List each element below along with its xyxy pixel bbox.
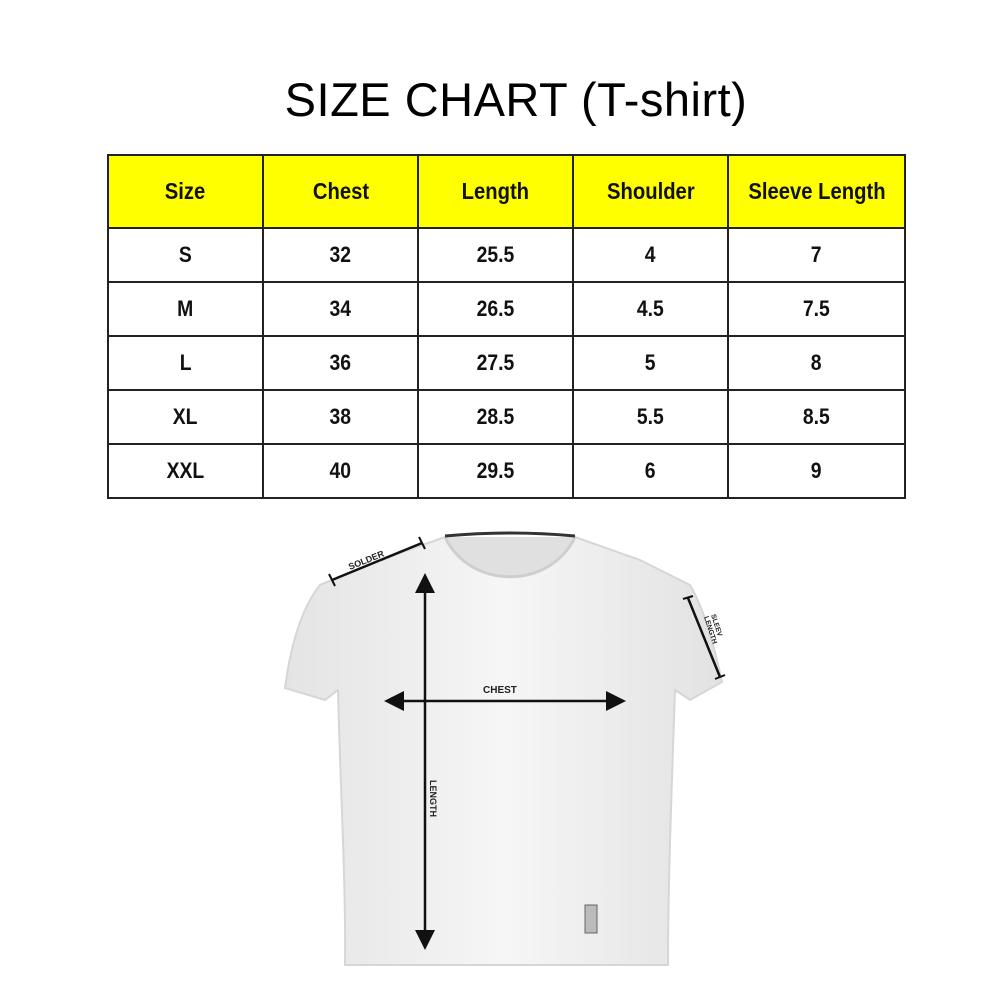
- cell-value: XL: [173, 404, 198, 429]
- cell-value: 4: [645, 242, 656, 267]
- table-cell-shoulder: 6: [572, 443, 729, 499]
- table-cell-size: XXL: [107, 443, 264, 499]
- table-cell-length: 26.5: [417, 281, 574, 337]
- table-cell-size: L: [107, 335, 264, 391]
- table-cell-chest: 32: [262, 227, 419, 283]
- cell-value: 4.5: [637, 296, 664, 321]
- table-row: XXL 40 29.5 6 9: [107, 443, 906, 499]
- cell-value: 26.5: [476, 296, 515, 321]
- cell-value: 38: [329, 404, 352, 429]
- cell-value: M: [177, 296, 194, 321]
- sleeve-end-cap: [714, 674, 726, 680]
- table-row: XL 38 28.5 5.5 8.5: [107, 389, 906, 445]
- table-cell-chest: 36: [262, 335, 419, 391]
- cell-value: 40: [329, 458, 352, 483]
- cell-value: L: [179, 350, 192, 375]
- header-size: Size: [107, 154, 264, 229]
- sleeve-end-cap: [682, 595, 694, 600]
- cell-value: 32: [329, 242, 352, 267]
- tshirt-tag: [584, 904, 598, 934]
- cell-value: XXL: [166, 458, 205, 483]
- table-cell-sleeve-length: 7: [727, 227, 906, 283]
- page-title: SIZE CHART (T-shirt): [284, 73, 748, 126]
- cell-value: 5.5: [637, 404, 664, 429]
- cell-value: S: [179, 242, 192, 267]
- cell-value: 7.5: [803, 296, 830, 321]
- table-cell-length: 29.5: [417, 443, 574, 499]
- sleeve-measure-line: [686, 597, 722, 678]
- header-sleeve-length: Sleeve Length: [727, 154, 906, 229]
- collar-tape: [444, 531, 576, 538]
- cell-value: 27.5: [476, 350, 515, 375]
- cell-value: 36: [329, 350, 352, 375]
- header-label: Length: [461, 178, 530, 204]
- table-cell-length: 28.5: [417, 389, 574, 445]
- header-label: Shoulder: [606, 178, 695, 204]
- cell-value: 25.5: [476, 242, 515, 267]
- chest-label: CHEST: [483, 685, 517, 696]
- cell-value: 5: [645, 350, 656, 375]
- cell-value: 8: [811, 350, 822, 375]
- table-cell-shoulder: 4.5: [572, 281, 729, 337]
- header-shoulder: Shoulder: [572, 154, 729, 229]
- table-cell-chest: 34: [262, 281, 419, 337]
- cell-value: 34: [329, 296, 352, 321]
- cell-value: 29.5: [476, 458, 515, 483]
- header-length: Length: [417, 154, 574, 229]
- table-cell-sleeve-length: 7.5: [727, 281, 906, 337]
- table-cell-chest: 40: [262, 443, 419, 499]
- header-label: Size: [165, 178, 206, 204]
- cell-value: 28.5: [476, 404, 515, 429]
- table-cell-sleeve-length: 8.5: [727, 389, 906, 445]
- table-cell-sleeve-length: 8: [727, 335, 906, 391]
- header-chest: Chest: [262, 154, 419, 229]
- table-cell-size: XL: [107, 389, 264, 445]
- shoulder-end-cap: [328, 573, 336, 587]
- header-label: Chest: [312, 178, 369, 204]
- table-cell-shoulder: 5.5: [572, 389, 729, 445]
- tshirt-collar: [443, 536, 577, 579]
- table-row: L 36 27.5 5 8: [107, 335, 906, 391]
- cell-value: 8.5: [803, 404, 830, 429]
- table-row: M 34 26.5 4.5 7.5: [107, 281, 906, 337]
- length-label: LENGTH: [428, 780, 438, 817]
- cell-value: 7: [811, 242, 822, 267]
- shoulder-end-cap: [418, 536, 426, 550]
- table-cell-length: 25.5: [417, 227, 574, 283]
- tshirt-shape: [283, 535, 724, 966]
- table-cell-size: S: [107, 227, 264, 283]
- table-cell-sleeve-length: 9: [727, 443, 906, 499]
- shoulder-measure-line: [331, 541, 423, 582]
- table-cell-length: 27.5: [417, 335, 574, 391]
- table-cell-chest: 38: [262, 389, 419, 445]
- table-row: S 32 25.5 4 7: [107, 227, 906, 283]
- size-chart-table: Size Chest Length Shoulder Sleeve Length…: [107, 154, 906, 499]
- header-label: Sleeve Length: [747, 178, 886, 204]
- table-cell-shoulder: 4: [572, 227, 729, 283]
- table-cell-shoulder: 5: [572, 335, 729, 391]
- cell-value: 9: [811, 458, 822, 483]
- cell-value: 6: [645, 458, 656, 483]
- table-header-row: Size Chest Length Shoulder Sleeve Length: [107, 154, 906, 229]
- table-cell-size: M: [107, 281, 264, 337]
